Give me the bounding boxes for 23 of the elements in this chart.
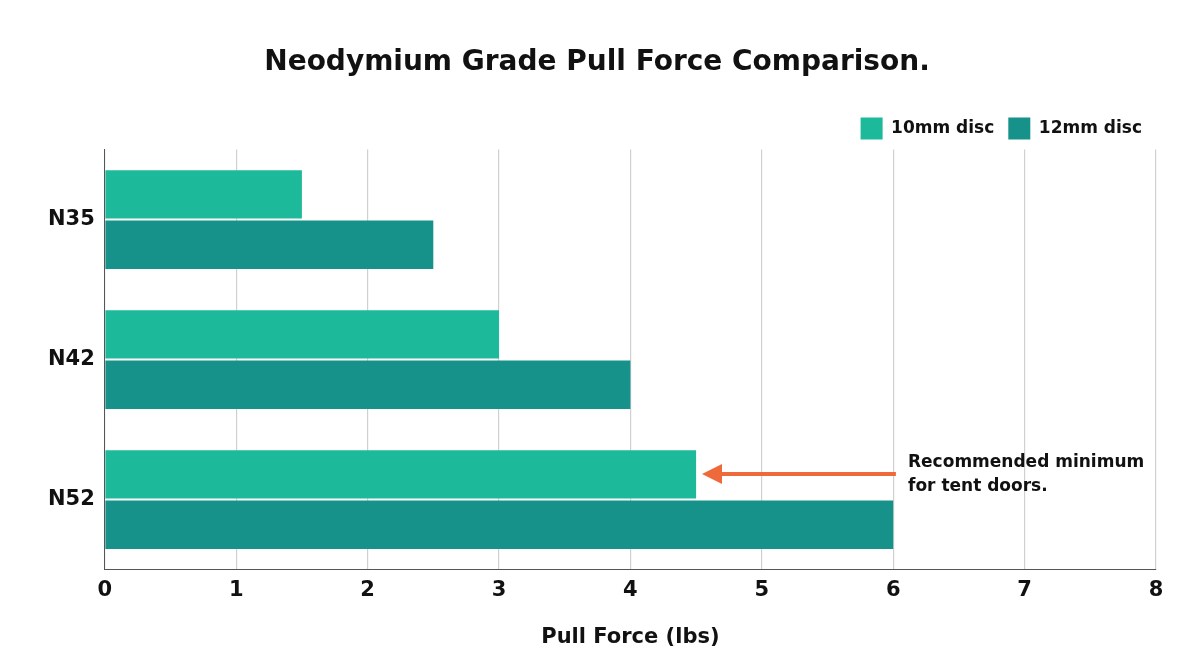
y-tick-label: N35 [47, 206, 95, 231]
x-tick-label: 2 [360, 576, 375, 601]
bar [105, 450, 697, 499]
x-tick-label: 8 [1148, 576, 1164, 601]
legend-label: 10mm disc [891, 117, 995, 138]
x-tick-label: 0 [97, 576, 113, 601]
x-tick-label: 7 [1017, 576, 1032, 601]
annotation: Recommended minimum for tent doors. [908, 450, 1145, 495]
bar [105, 500, 894, 549]
x-tick-label: 1 [228, 576, 244, 601]
legend-label: 12mm disc [1038, 117, 1143, 138]
chart-title: Neodymium Grade Pull Force Comparison. [264, 44, 930, 78]
x-tick-label: 3 [491, 576, 507, 601]
bar [105, 310, 499, 359]
bar [105, 170, 302, 219]
y-tick-label: N52 [47, 486, 95, 511]
bar [105, 220, 434, 269]
bar [105, 360, 631, 409]
x-axis-title: Pull Force (lbs) [541, 623, 720, 648]
x-tick-label: 4 [623, 576, 638, 601]
x-tick-label: 5 [754, 576, 770, 601]
y-tick-label: N42 [47, 346, 95, 371]
x-tick-label: 6 [885, 576, 901, 601]
